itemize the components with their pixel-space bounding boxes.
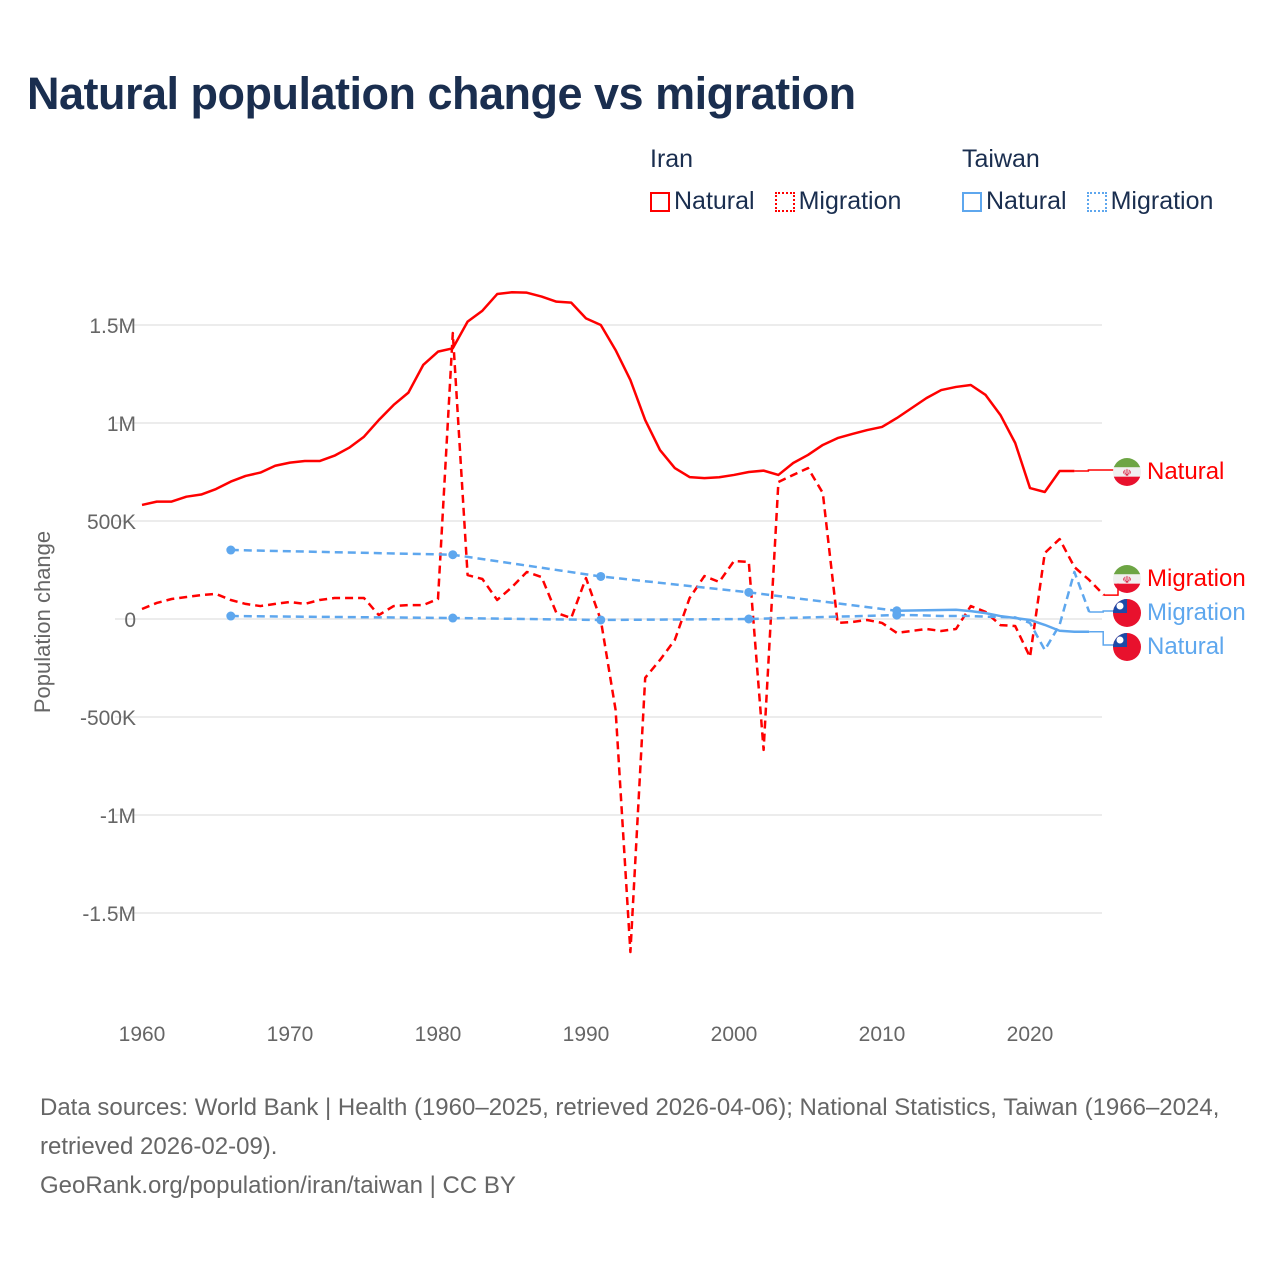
chart-title: Natural population change vs migration [27, 68, 856, 119]
data-point [448, 613, 458, 623]
series-taiwan-migration [226, 570, 1091, 652]
y-tick-label: 1.5M [89, 315, 136, 338]
legend-group-taiwan: Taiwan Natural Migration [962, 145, 1213, 216]
svg-text:☫: ☫ [1123, 468, 1132, 479]
data-point [744, 587, 754, 597]
y-tick-label: -1.5M [82, 903, 136, 926]
y-axis-label: Population change [30, 531, 55, 713]
data-point [448, 550, 458, 560]
y-tick-label: 1M [107, 413, 136, 436]
label-connector [1089, 610, 1114, 613]
label-connector [1074, 469, 1114, 472]
series-line [141, 291, 1075, 507]
legend-group-name: Taiwan [962, 145, 1040, 173]
data-point [226, 611, 236, 621]
solid-swatch-icon [650, 191, 670, 212]
x-tick-label: 1990 [563, 1023, 610, 1046]
series-line [230, 548, 897, 613]
series-iran-migration [141, 331, 1105, 954]
x-tick-label: 1960 [119, 1023, 166, 1046]
legend-label: Natural [986, 187, 1067, 215]
legend-item-iran-migration[interactable]: Migration [774, 187, 902, 216]
y-tick-label: -1M [100, 805, 136, 828]
series-end-label: Migration [1147, 565, 1246, 592]
label-connector [1089, 630, 1114, 646]
series-end-label: Natural [1147, 458, 1224, 485]
solid-swatch-icon [962, 191, 982, 212]
iran-flag-icon: ☫ [1113, 565, 1141, 593]
series-end-label: Natural [1147, 633, 1224, 660]
x-tick-label: 2020 [1007, 1023, 1054, 1046]
dotted-swatch-icon [1086, 191, 1107, 212]
data-point [226, 545, 236, 555]
credit-link[interactable]: GeoRank.org/population/iran/taiwan | CC … [40, 1172, 516, 1199]
data-point [892, 610, 902, 620]
series-line [896, 570, 1091, 652]
data-sources: Data sources: World Bank | Health (1960–… [40, 1094, 1220, 1160]
legend-label: Natural [674, 187, 755, 215]
dotted-swatch-icon [774, 191, 795, 212]
x-tick-label: 1970 [267, 1023, 314, 1046]
taiwan-flag-icon [1113, 633, 1141, 661]
legend-group-iran: Iran Natural Migration [650, 145, 901, 216]
y-tick-label: 500K [87, 511, 136, 534]
data-point [744, 614, 754, 624]
legend-item-taiwan-migration[interactable]: Migration [1086, 187, 1214, 216]
x-tick-label: 2000 [711, 1023, 758, 1046]
legend-label: Migration [798, 187, 902, 215]
series-iran-natural [141, 291, 1075, 507]
footer: Data sources: World Bank | Health (1960–… [40, 1088, 1250, 1205]
y-tick-label: -500K [80, 707, 136, 730]
y-tick-label: 0 [124, 609, 136, 632]
taiwan-flag-icon [1113, 599, 1141, 627]
legend-group-name: Iran [650, 145, 694, 173]
legend-item-iran-natural[interactable]: Natural [650, 187, 755, 216]
legend-label: Migration [1110, 187, 1214, 215]
data-point [596, 615, 606, 625]
legend-item-taiwan-natural[interactable]: Natural [962, 187, 1067, 216]
x-tick-label: 1980 [415, 1023, 462, 1046]
series-end-label: Migration [1147, 599, 1246, 626]
data-point [596, 571, 606, 581]
x-tick-label: 2010 [859, 1023, 906, 1046]
svg-text:☫: ☫ [1123, 575, 1132, 586]
series-line [141, 331, 1105, 954]
iran-flag-icon: ☫ [1113, 458, 1141, 486]
